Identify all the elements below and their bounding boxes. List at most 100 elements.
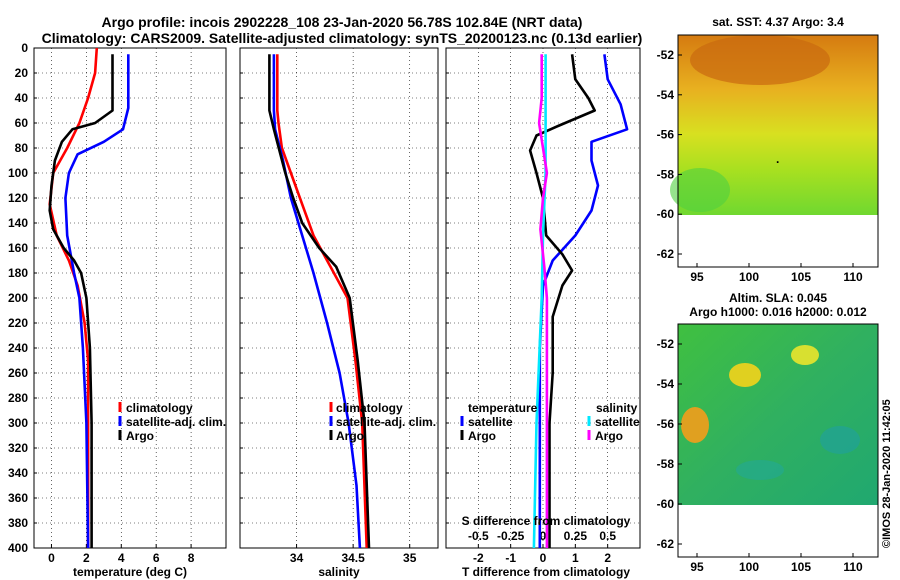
lat-tick-label: -60 [657,497,675,511]
x2-tick-label: -0.5 [468,529,489,543]
legend-label-t-satellite: satellite [468,415,513,429]
depth-tick-label: 380 [8,516,28,530]
sla-nodata [678,505,878,557]
depth-tick-label: 100 [8,166,28,180]
depth-tick-label: 200 [8,291,28,305]
x-tick-label: 8 [188,551,195,565]
x2-tick-label: -0.25 [497,529,525,543]
legend-title-salinity: salinity [596,401,638,415]
tick-layer: 0204060801001201401601802002202402602803… [8,41,616,565]
depth-tick-label: 120 [8,191,28,205]
sla-map-ticks: -52 -54 -56 -58 -60 -62 95 100 105 110 [657,337,863,574]
sla-map-frame [677,323,879,558]
x2-tick-label: 0 [540,529,547,543]
lat-tick-label: -60 [657,207,675,221]
lat-tick-label: -62 [657,537,675,551]
x-tick-label: 2 [83,551,90,565]
legend-label-climatology: climatology [126,401,193,415]
sla-low-patch [736,460,784,480]
depth-tick-label: 20 [15,66,29,80]
legend-label-argo: Argo [126,429,154,443]
sst-map-frame [677,34,879,268]
lat-tick-label: -58 [657,457,675,471]
legend-label-s-argo: Argo [595,429,623,443]
legend-title-temperature: temperature [468,401,538,415]
depth-tick-label: 40 [15,91,29,105]
x-tick-label: -1 [505,551,516,565]
series-line-salinity-argo [537,54,549,548]
sla-map-title2: Argo h1000: 0.016 h2000: 0.012 [689,305,867,319]
depth-tick-label: 180 [8,266,28,280]
argo-position-marker: · [776,155,780,169]
x-tick-label: 0 [540,551,547,565]
depth-tick-label: 300 [8,416,28,430]
x-tick-label: 6 [153,551,160,565]
lon-tick-label: 95 [690,560,704,574]
sst-map-ticks: -52 -54 -56 -58 -60 -62 95 100 105 110 [657,48,863,284]
series-line-satellite-adj-clim- [272,54,362,548]
depth-tick-label: 140 [8,216,28,230]
series-line-climatology [48,48,99,548]
imos-credit: ©IMOS 28-Jan-2020 11:42:05 [881,399,893,548]
sst-nodata [678,215,878,267]
lat-tick-label: -58 [657,167,675,181]
figure-title-line2: Climatology: CARS2009. Satellite-adjuste… [42,30,643,46]
legend-label-satellite: satellite-adj. clim. [336,415,436,429]
legend-label-satellite: satellite-adj. clim. [126,415,226,429]
lat-tick-label: -52 [657,48,675,62]
difference-x2-label: S difference from climatology [462,514,631,528]
sla-low-patch [820,426,860,454]
legend-label-s-satellite: satellite [595,415,640,429]
temperature-legend: climatology satellite-adj. clim. Argo [118,401,226,443]
depth-tick-label: 160 [8,241,28,255]
figure-title-line1: Argo profile: incois 2902228_108 23-Jan-… [102,14,583,30]
x-tick-label: 34 [290,551,304,565]
x2-tick-label: 0.25 [564,529,588,543]
lat-tick-label: -54 [657,377,675,391]
depth-tick-label: 260 [8,366,28,380]
lon-tick-label: 105 [791,270,811,284]
sla-field [678,324,878,505]
lon-tick-label: 105 [791,560,811,574]
sst-map: · [670,34,879,268]
x-tick-label: 0 [48,551,55,565]
legend-label-argo: Argo [336,429,364,443]
lat-tick-label: -56 [657,128,675,142]
x2-tick-label: 0.5 [599,529,616,543]
depth-tick-label: 400 [8,541,28,555]
lat-tick-label: -56 [657,417,675,431]
sla-high-patch [791,345,819,365]
lon-tick-label: 110 [843,270,863,284]
depth-tick-label: 320 [8,441,28,455]
legend-label-t-argo: Argo [468,429,496,443]
lon-tick-label: 100 [739,560,759,574]
x-tick-label: 1 [572,551,579,565]
sst-map-title: sat. SST: 4.37 Argo: 3.4 [712,15,844,29]
salinity-legend: climatology satellite-adj. clim. Argo [329,401,436,443]
sla-map [677,323,879,558]
depth-tick-label: 280 [8,391,28,405]
lat-tick-label: -54 [657,88,675,102]
salinity-x-label: salinity [318,565,360,579]
series-line-argo [268,54,371,548]
sla-map-title1: Altim. SLA: 0.045 [729,291,827,305]
difference-x-label: T difference from climatology [462,565,630,579]
legend-label-climatology: climatology [336,401,403,415]
series-layer [48,48,629,548]
lat-tick-label: -62 [657,247,675,261]
sst-warm-patch [690,35,830,85]
x-tick-label: -2 [473,551,484,565]
x-tick-label: 4 [118,551,125,565]
depth-tick-label: 340 [8,466,28,480]
depth-tick-label: 0 [21,41,28,55]
temperature-x-label: temperature (deg C) [73,565,187,579]
lat-tick-label: -52 [657,337,675,351]
depth-tick-label: 60 [15,116,29,130]
depth-tick-label: 360 [8,491,28,505]
lon-tick-label: 110 [843,560,863,574]
x-tick-label: 35 [403,551,417,565]
lon-tick-label: 100 [739,270,759,284]
x-tick-label: 34.5 [341,551,365,565]
sla-high-patch [729,363,761,387]
